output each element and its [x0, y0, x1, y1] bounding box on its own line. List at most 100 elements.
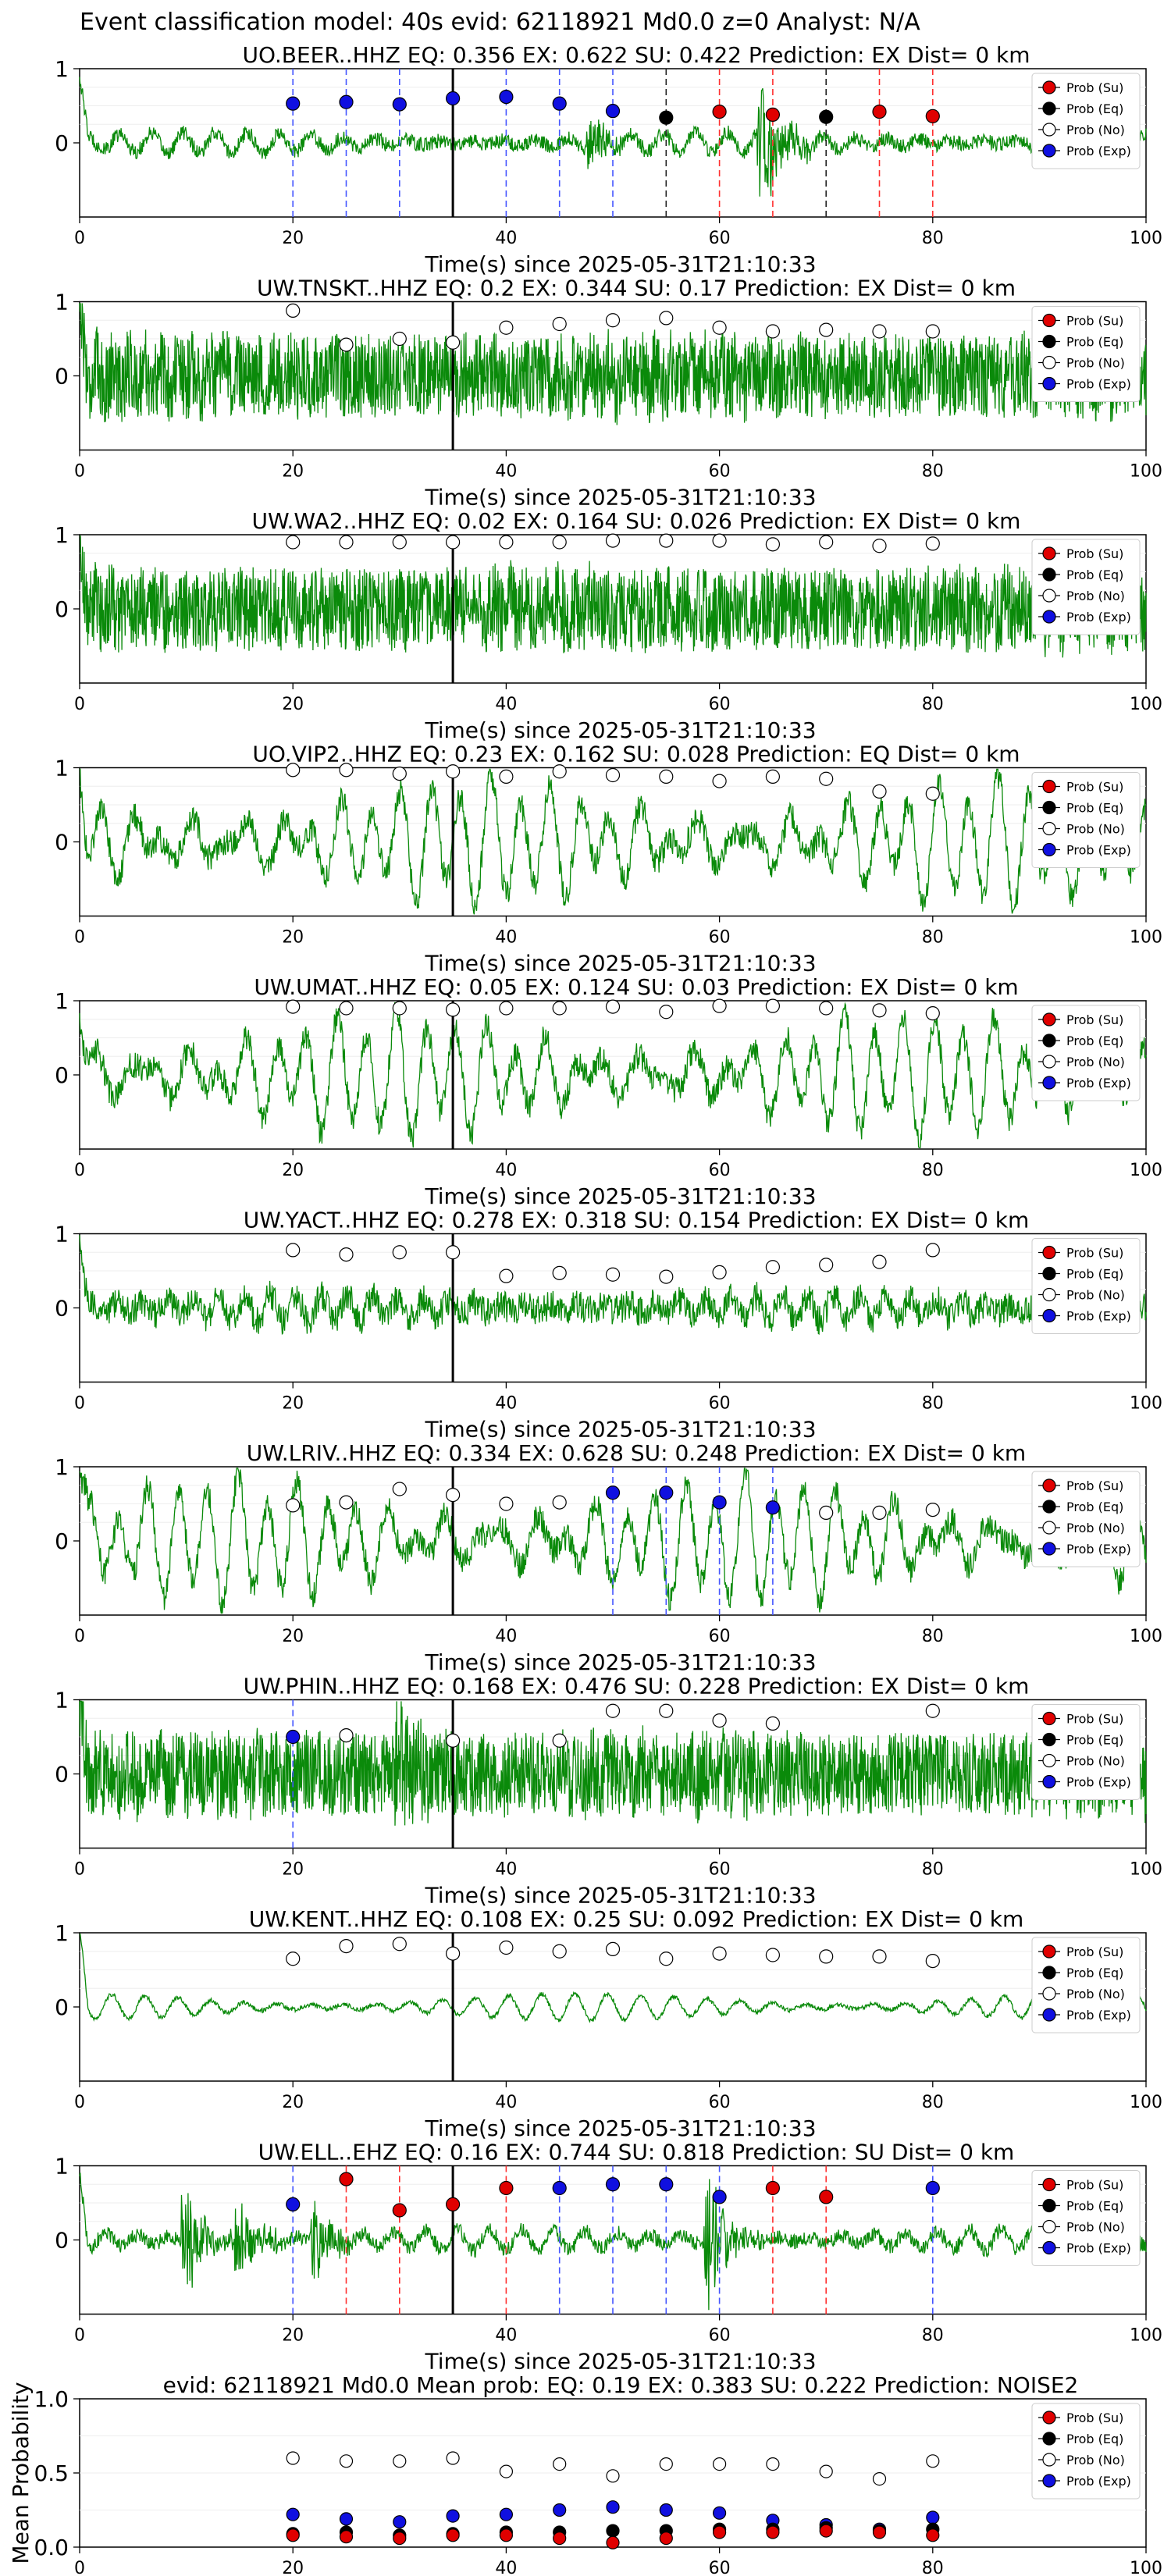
panels: UO.BEER..HHZ EQ: 0.356 EX: 0.622 SU: 0.4…: [8, 42, 1162, 2576]
legend-marker-su: [1042, 313, 1056, 328]
plot-frame: [79, 1000, 1147, 1150]
legend-marker-exp: [1042, 2240, 1056, 2255]
y-tick-label: 0: [55, 1062, 69, 1088]
prob-marker-no: [392, 331, 407, 347]
legend-label-su: Prob (Su): [1066, 780, 1123, 795]
prob-marker-su: [819, 2190, 834, 2204]
legend-marker-eq: [1042, 800, 1056, 815]
x-tick-label: 80: [922, 1860, 944, 1880]
legend-marker-su: [1042, 2411, 1056, 2425]
prob-marker-no: [712, 1946, 727, 1961]
mean-prob-marker-su: [393, 2532, 407, 2546]
y-tick-label: 1: [55, 290, 69, 315]
waveform-trace: [79, 1700, 1147, 1826]
x-tick-label: 80: [922, 695, 944, 714]
x-tick-label: 60: [709, 2093, 731, 2112]
y-tick-label: 1: [55, 2154, 69, 2179]
legend-marker-su: [1042, 2177, 1056, 2192]
x-tick-label: 40: [495, 462, 517, 482]
legend-marker-eq: [1042, 101, 1056, 116]
x-tick-label: 0: [74, 462, 85, 482]
panel-title: UW.PHIN..HHZ EQ: 0.168 EX: 0.476 SU: 0.2…: [244, 1674, 1030, 1699]
legend-marker-eq: [1042, 334, 1056, 349]
prob-marker-no: [339, 337, 354, 352]
legend-label-exp: Prob (Exp): [1066, 2474, 1131, 2489]
legend-box: [1031, 772, 1141, 868]
legend-marker-exp: [1042, 1774, 1056, 1789]
legend-marker-eq: [1042, 2432, 1056, 2446]
prob-marker-no: [392, 766, 407, 781]
legend-label-no: Prob (No): [1066, 1288, 1125, 1303]
legend-label-no: Prob (No): [1066, 356, 1125, 371]
mean-prob-marker-no: [393, 2454, 407, 2468]
legend-label-su: Prob (Su): [1066, 1712, 1123, 1727]
x-tick-label: 80: [922, 462, 944, 482]
mean-prob-marker-su: [446, 2528, 460, 2542]
y-tick-label: 1: [55, 522, 69, 548]
legend-marker-su: [1042, 1012, 1056, 1026]
prob-marker-no: [605, 999, 621, 1014]
x-tick-label: 60: [709, 2326, 731, 2346]
y-tick-label: 0: [55, 596, 69, 622]
y-tick-label: 1: [55, 1222, 69, 1247]
waveform-trace: [80, 535, 1147, 658]
mean-prob-marker-no: [339, 2454, 354, 2468]
y-tick-label: 0: [55, 2228, 69, 2254]
mean-prob-marker-su: [712, 2525, 727, 2539]
prob-marker-no: [286, 1498, 301, 1513]
plot-frame: [79, 1932, 1147, 2082]
prob-marker-no: [445, 1946, 461, 1961]
prob-marker-exp: [445, 91, 461, 106]
mean-prob-marker-su: [499, 2528, 514, 2542]
prob-marker-no: [499, 1940, 514, 1955]
x-tick-label: 40: [495, 229, 517, 248]
mean-prob-marker-no: [819, 2464, 833, 2478]
mean-prob-marker-exp: [446, 2509, 460, 2523]
prob-marker-no: [872, 539, 887, 553]
page-title: Event classification model: 40s evid: 62…: [80, 9, 920, 36]
x-tick-label: 0: [74, 2326, 85, 2346]
panel-2: UW.TNSKT..HHZ EQ: 0.2 EX: 0.344 SU: 0.17…: [55, 276, 1162, 511]
prob-marker-exp: [339, 94, 354, 109]
prob-marker-no: [819, 1001, 834, 1016]
panel-10: UW.ELL..EHZ EQ: 0.16 EX: 0.744 SU: 0.818…: [55, 2140, 1162, 2375]
legend-label-su: Prob (Su): [1066, 1246, 1123, 1261]
x-tick-label: 60: [709, 1627, 731, 1646]
mean-prob-marker-no: [606, 2469, 620, 2483]
prob-marker-no: [445, 1002, 461, 1017]
panel-11: evid: 62118921 Md0.0 Mean prob: EQ: 0.19…: [8, 2372, 1162, 2576]
mean-prob-marker-su: [286, 2528, 300, 2542]
panel-title: UW.LRIV..HHZ EQ: 0.334 EX: 0.628 SU: 0.2…: [247, 1440, 1026, 1466]
y-tick-label: 1: [55, 1454, 69, 1480]
x-tick-label: 20: [282, 1627, 304, 1646]
x-tick-label: 80: [922, 928, 944, 948]
legend-label-exp: Prob (Exp): [1066, 1309, 1131, 1324]
y-tick-label: 0: [55, 1528, 69, 1554]
y-tick-label: 1: [55, 56, 69, 82]
x-tick-label: 20: [282, 229, 304, 248]
waveform-trace: [79, 1235, 1147, 1336]
mean-prob-marker-exp: [606, 2500, 620, 2514]
prob-marker-no: [392, 1482, 407, 1496]
y-tick-label: 0: [55, 1762, 69, 1788]
prob-marker-no: [765, 769, 781, 785]
prob-marker-no: [819, 1949, 834, 1964]
x-tick-label: 40: [495, 2093, 517, 2112]
x-tick-label: 40: [495, 1394, 517, 1414]
legend-label-eq: Prob (Eq): [1066, 1034, 1123, 1048]
x-tick-label: 100: [1130, 1860, 1162, 1880]
legend-marker-exp: [1042, 376, 1056, 391]
prob-marker-no: [659, 1952, 674, 1966]
legend-label-exp: Prob (Exp): [1066, 1076, 1131, 1091]
prob-marker-su: [765, 107, 781, 122]
x-tick-label: 100: [1130, 2093, 1162, 2112]
legend-marker-no: [1042, 1987, 1056, 2001]
prob-marker-su: [765, 2180, 781, 2196]
x-tick-label: 0: [74, 1860, 85, 1880]
legend-box: [1031, 2170, 1141, 2266]
legend-box: [1031, 1704, 1141, 1800]
waveform-trace: [80, 1934, 1147, 2023]
mean-prob-marker-no: [446, 2451, 460, 2465]
legend-marker-eq: [1042, 1034, 1056, 1048]
x-tick-label: 0: [74, 695, 85, 714]
